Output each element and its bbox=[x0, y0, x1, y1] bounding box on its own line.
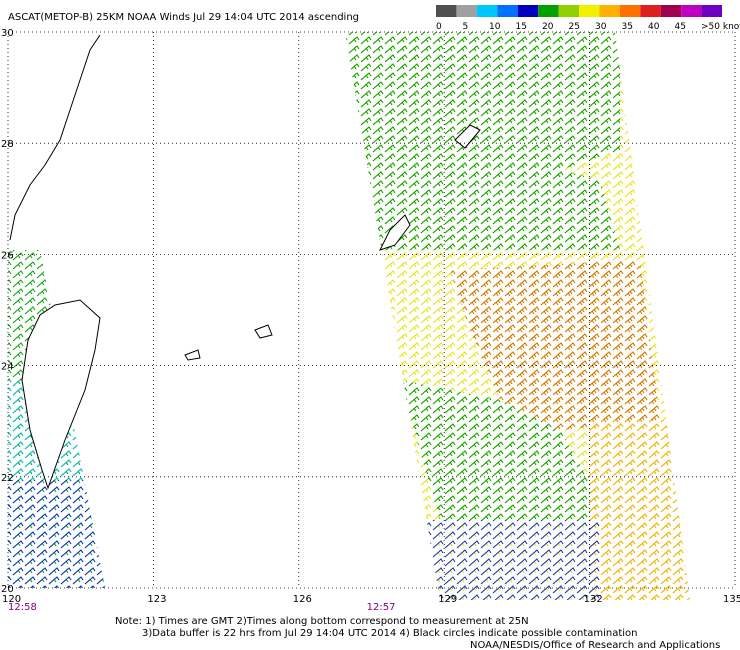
lon-label: 135 bbox=[723, 594, 740, 605]
scale-label: 35 bbox=[622, 22, 633, 32]
color-swatch bbox=[476, 5, 498, 17]
scale-label: 10 bbox=[489, 22, 501, 32]
graticule: 120 123 126 129 132 135 30 28 26 24 22 20 12:58 12:57 bbox=[1, 28, 740, 613]
title: ASCAT(METOP-B) 25KM NOAA Winds Jul 29 14… bbox=[8, 12, 359, 23]
color-bar: 0 5 10 15 20 25 30 35 40 45 >50 knots bbox=[436, 5, 740, 32]
scale-label: 15 bbox=[516, 22, 527, 32]
scale-label: 45 bbox=[675, 22, 686, 32]
color-swatch bbox=[456, 5, 477, 17]
color-swatch bbox=[538, 5, 559, 17]
lat-label: 24 bbox=[1, 362, 14, 373]
lon-label: 126 bbox=[293, 594, 312, 605]
color-swatch bbox=[640, 5, 661, 17]
color-swatch bbox=[558, 5, 579, 17]
color-swatch bbox=[619, 5, 641, 17]
note: Note: 1) Times are GMT 2)Times along bot… bbox=[115, 616, 529, 627]
time-label: 12:57 bbox=[367, 602, 396, 613]
color-swatch bbox=[660, 5, 682, 17]
right-swath bbox=[345, 32, 690, 600]
color-swatch bbox=[681, 5, 702, 17]
lat-label: 30 bbox=[1, 28, 14, 39]
lat-label: 20 bbox=[1, 584, 14, 595]
lon-label: 132 bbox=[584, 594, 603, 605]
lon-label: 129 bbox=[438, 594, 457, 605]
time-label: 12:58 bbox=[8, 602, 37, 613]
color-swatch bbox=[701, 5, 722, 17]
islands bbox=[184, 124, 481, 361]
color-swatch bbox=[436, 5, 457, 17]
scale-label: 0 bbox=[436, 22, 442, 32]
color-swatch bbox=[579, 5, 600, 17]
note: 3)Data buffer is 22 hrs from Jul 29 14:0… bbox=[142, 628, 638, 639]
color-swatch bbox=[599, 5, 620, 17]
scale-label: 40 bbox=[648, 22, 660, 32]
lon-label: 120 bbox=[2, 594, 21, 605]
credit: NOAA/NESDIS/Office of Research and Appli… bbox=[470, 640, 720, 650]
scale-label: 20 bbox=[542, 22, 554, 32]
color-swatch bbox=[517, 5, 539, 17]
scale-label: 5 bbox=[463, 22, 469, 32]
taiwan bbox=[21, 299, 101, 490]
scale-label: 25 bbox=[569, 22, 580, 32]
lon-label: 123 bbox=[147, 594, 166, 605]
scale-label: >50 knots bbox=[701, 22, 740, 32]
lat-label: 28 bbox=[1, 139, 14, 150]
coastline bbox=[9, 34, 101, 241]
lat-label: 22 bbox=[1, 473, 14, 484]
color-swatch bbox=[497, 5, 518, 17]
lat-label: 26 bbox=[1, 250, 14, 261]
scale-label: 30 bbox=[595, 22, 607, 32]
